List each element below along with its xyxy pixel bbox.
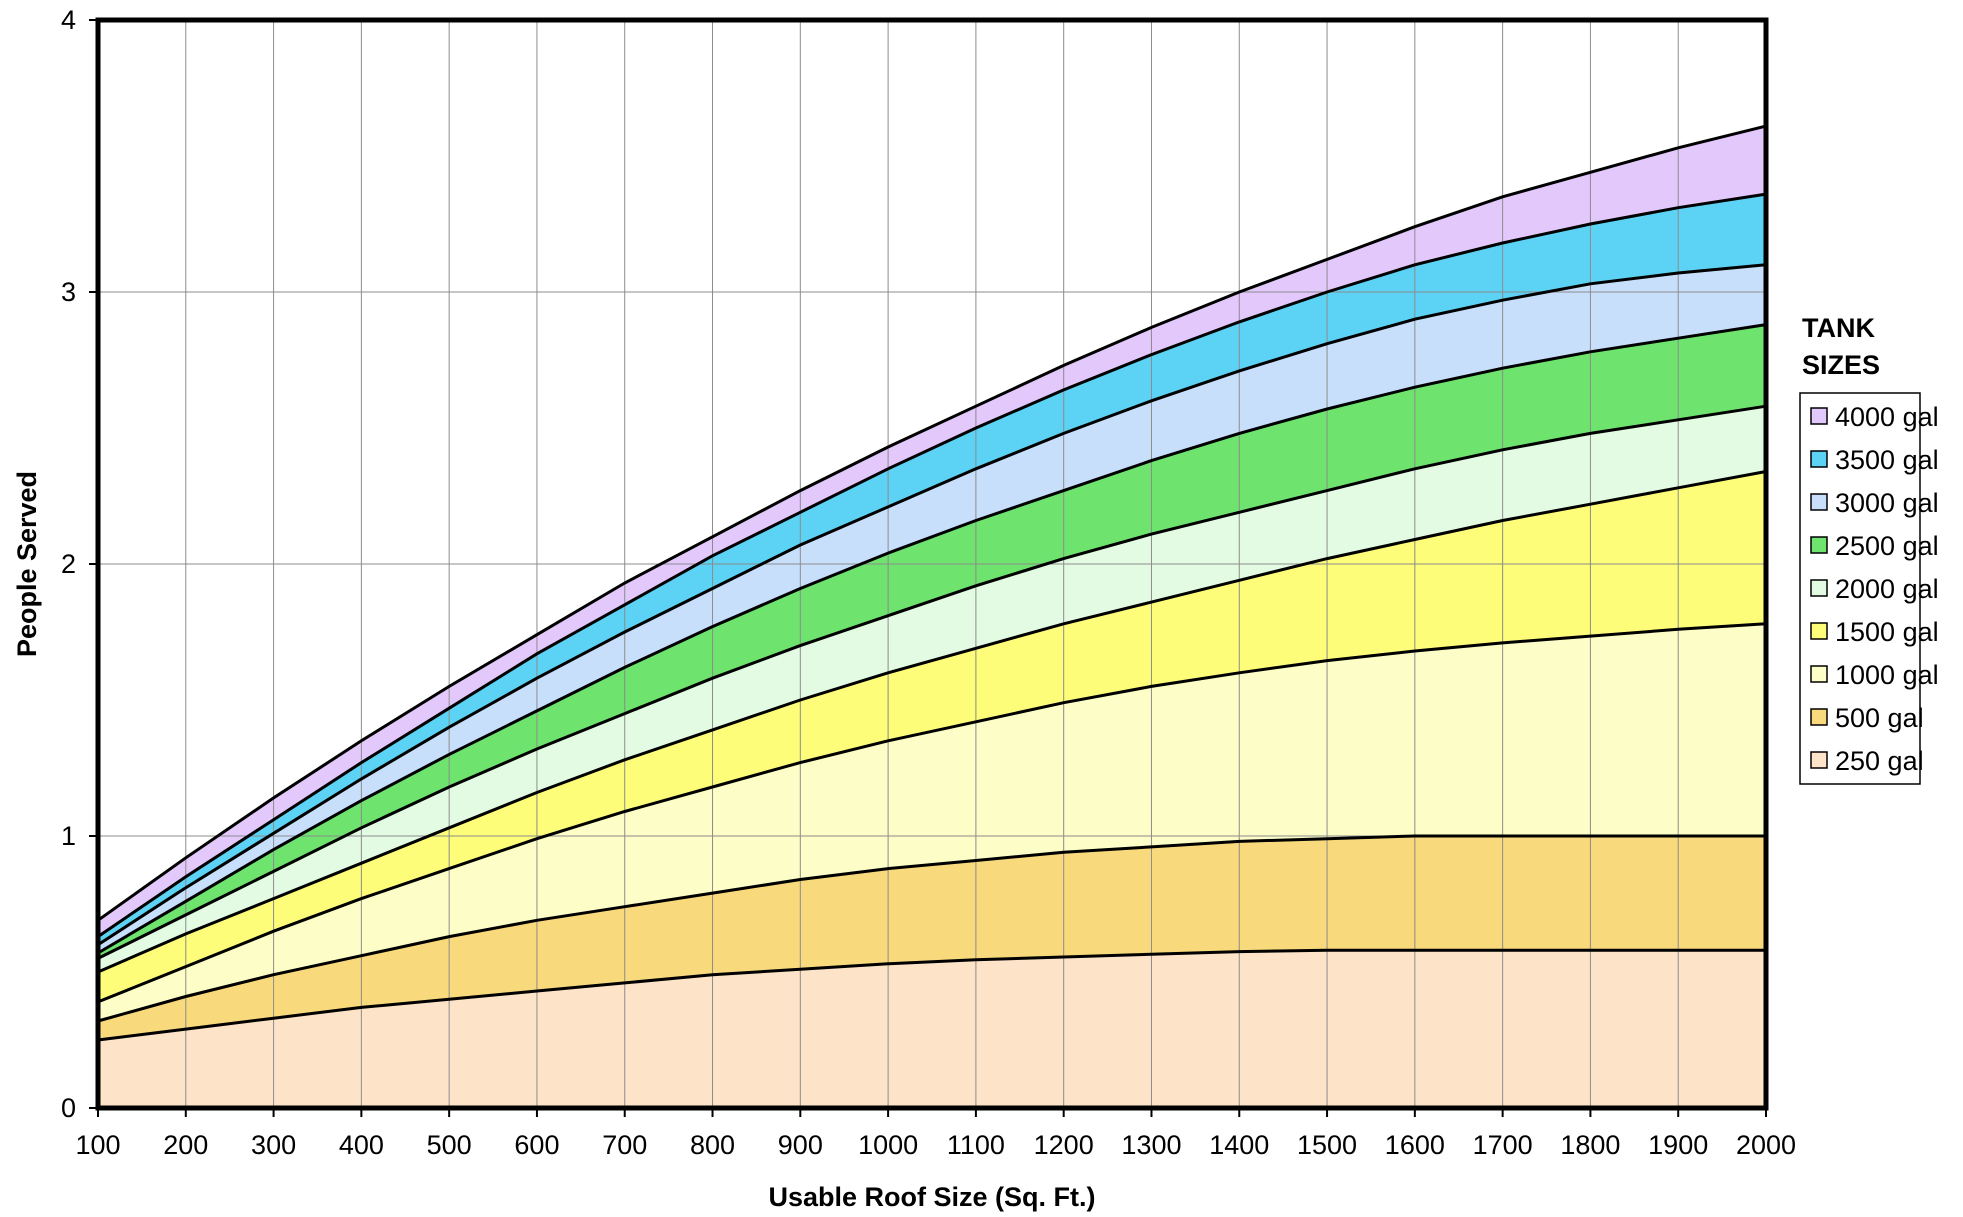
x-tick-label: 1400 bbox=[1209, 1130, 1269, 1160]
x-tick-label: 900 bbox=[778, 1130, 823, 1160]
x-tick-label: 1100 bbox=[947, 1130, 1005, 1160]
legend-swatch bbox=[1810, 622, 1828, 640]
legend-label: 1500 gal bbox=[1835, 617, 1939, 647]
legend-title-line1: TANK bbox=[1802, 313, 1875, 343]
legend-title-line2: SIZES bbox=[1802, 350, 1880, 380]
gridlines bbox=[98, 20, 1766, 1108]
x-tick-label: 1300 bbox=[1121, 1130, 1181, 1160]
x-tick-label: 100 bbox=[75, 1130, 120, 1160]
x-tick-label: 600 bbox=[514, 1130, 559, 1160]
x-tick-label: 1500 bbox=[1297, 1130, 1357, 1160]
y-tick-label: 3 bbox=[61, 277, 76, 307]
legend: TANK SIZES 4000 gal 3500 gal 3000 gal 2500 … bbox=[1799, 313, 1939, 785]
x-tick-label: 1200 bbox=[1034, 1130, 1094, 1160]
line-1000-gal bbox=[97, 622, 1767, 1004]
line-1500-gal bbox=[97, 470, 1767, 974]
legend-items: 4000 gal 3500 gal 3000 gal 2500 gal 2000 gal… bbox=[1810, 402, 1939, 776]
legend-label: 4000 gal bbox=[1835, 402, 1939, 432]
line-3500-gal bbox=[97, 192, 1767, 938]
x-tick-label: 1900 bbox=[1648, 1130, 1708, 1160]
x-tick-label: 1600 bbox=[1385, 1130, 1445, 1160]
y-tick-label: 4 bbox=[61, 5, 76, 35]
legend-swatch bbox=[1810, 665, 1828, 683]
legend-swatch bbox=[1810, 536, 1828, 554]
line-2000-gal bbox=[97, 404, 1767, 960]
line-500-gal bbox=[97, 834, 1766, 1023]
line-3000-gal bbox=[97, 263, 1767, 947]
x-tick-labels: 100 200 300 400 500 600 700 800 900 1000 1100 1200 1… bbox=[75, 1108, 1796, 1160]
y-tick-labels: 0 1 2 3 4 bbox=[61, 5, 98, 1123]
series-lines bbox=[97, 124, 1767, 1042]
x-tick-label: 1000 bbox=[858, 1130, 918, 1160]
y-axis-title: People Served bbox=[12, 471, 42, 657]
line-250-gal bbox=[97, 948, 1766, 1042]
legend-label: 500 gal bbox=[1835, 703, 1924, 733]
legend-swatch bbox=[1810, 493, 1828, 511]
legend-label: 3000 gal bbox=[1835, 488, 1939, 518]
legend-swatch bbox=[1810, 407, 1828, 425]
line-4000-gal bbox=[97, 124, 1767, 922]
x-tick-label: 1800 bbox=[1560, 1130, 1620, 1160]
legend-swatch bbox=[1810, 708, 1828, 726]
x-tick-label: 300 bbox=[251, 1130, 296, 1160]
line-2500-gal bbox=[97, 323, 1767, 955]
legend-label: 3500 gal bbox=[1835, 445, 1939, 475]
area-250-gal bbox=[98, 950, 1766, 1108]
y-tick-label: 1 bbox=[61, 821, 76, 851]
x-axis-title: Usable Roof Size (Sq. Ft.) bbox=[768, 1182, 1095, 1212]
legend-label: 1000 gal bbox=[1835, 660, 1939, 690]
x-tick-label: 200 bbox=[163, 1130, 208, 1160]
x-tick-label: 500 bbox=[427, 1130, 472, 1160]
legend-label: 2000 gal bbox=[1835, 574, 1939, 604]
y-tick-label: 2 bbox=[61, 549, 76, 579]
x-tick-label: 800 bbox=[690, 1130, 735, 1160]
legend-swatch bbox=[1810, 751, 1828, 769]
legend-label: 250 gal bbox=[1835, 746, 1924, 776]
legend-swatch bbox=[1810, 579, 1828, 597]
x-tick-label: 700 bbox=[602, 1130, 647, 1160]
x-tick-label: 1700 bbox=[1473, 1130, 1533, 1160]
y-tick-label: 0 bbox=[61, 1093, 76, 1123]
legend-label: 2500 gal bbox=[1835, 531, 1939, 561]
legend-swatch bbox=[1810, 450, 1828, 468]
area-layers bbox=[98, 126, 1766, 1109]
x-tick-label: 2000 bbox=[1736, 1130, 1796, 1160]
x-tick-label: 400 bbox=[339, 1130, 384, 1160]
